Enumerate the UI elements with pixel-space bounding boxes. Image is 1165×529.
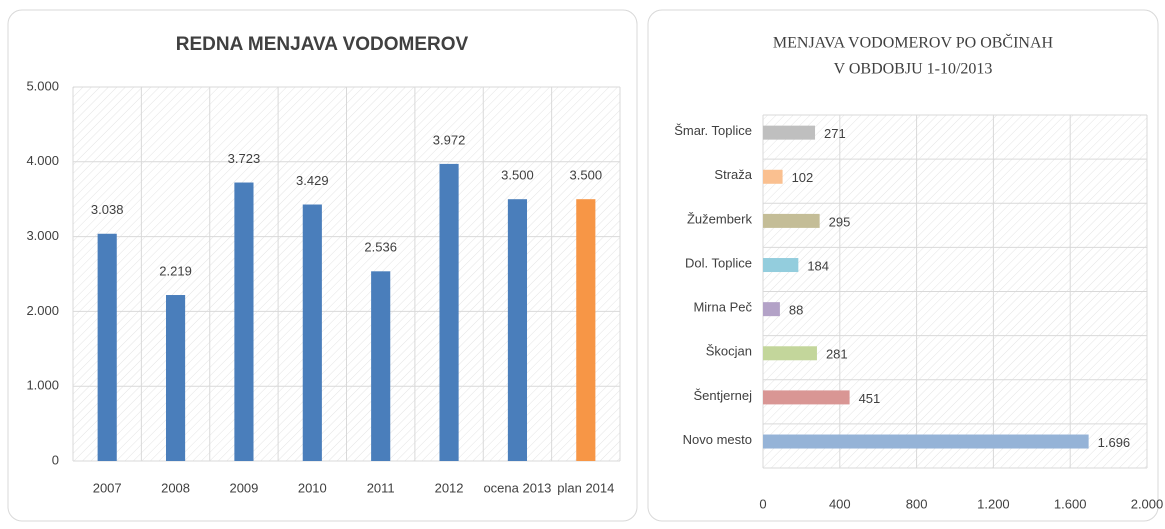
data-label: 3.723 [228, 151, 261, 166]
x-tick-label: 1.200 [977, 496, 1010, 511]
y-tick-label: 3.000 [26, 228, 59, 243]
y-tick-label: Dol. Toplice [685, 255, 752, 270]
y-tick-label: Šmar. Toplice [674, 123, 752, 138]
bar [371, 271, 391, 461]
x-tick-label: 800 [906, 496, 928, 511]
y-tick-label: Novo mesto [683, 432, 752, 447]
data-label: 3.038 [91, 202, 124, 217]
chart-title: V OBDOBJU 1-10/2013 [834, 61, 993, 78]
bar [234, 182, 254, 461]
y-tick-label: 4.000 [26, 153, 59, 168]
y-tick-label: 2.000 [26, 303, 59, 318]
x-tick-label: 1.600 [1054, 496, 1087, 511]
x-tick-label: 2.000 [1131, 496, 1164, 511]
x-tick-label: 2011 [367, 480, 395, 495]
bar [97, 233, 117, 461]
x-tick-label: 400 [829, 496, 851, 511]
data-label: 2.536 [364, 240, 397, 255]
bar [507, 199, 528, 461]
chart-title: MENJAVA VODOMEROV PO OBČINAH [773, 33, 1054, 52]
data-label: 3.500 [570, 168, 603, 183]
y-tick-label: 5.000 [26, 78, 59, 93]
y-tick-label: Mirna Peč [693, 300, 752, 315]
bar [763, 125, 816, 140]
data-label: 1.696 [1098, 435, 1131, 450]
bar [763, 434, 1089, 449]
bar [302, 204, 322, 461]
chart-title: REDNA MENJAVA VODOMEROV [176, 34, 469, 55]
x-tick-label: 2007 [93, 480, 122, 495]
data-label: 2.219 [159, 263, 192, 278]
x-tick-label: 2010 [298, 480, 327, 495]
data-label: 184 [807, 258, 829, 273]
data-label: 271 [824, 126, 846, 141]
bar [576, 199, 596, 461]
data-label: 88 [789, 303, 803, 318]
x-tick-label: 0 [759, 496, 766, 511]
x-tick-label: 2012 [435, 480, 464, 495]
x-tick-label: plan 2014 [557, 480, 614, 495]
y-tick-label: Šentjernej [693, 388, 752, 403]
bar [763, 258, 799, 273]
bar [763, 213, 820, 228]
bar [165, 295, 186, 461]
data-label: 102 [792, 170, 814, 185]
bar [763, 302, 780, 317]
y-tick-label: 1.000 [26, 378, 59, 393]
data-label: 451 [859, 391, 881, 406]
y-tick-label: 0 [52, 452, 59, 467]
x-tick-label: ocena 2013 [483, 480, 551, 495]
y-tick-label: Žužemberk [687, 211, 753, 226]
x-tick-label: 2009 [229, 480, 258, 495]
data-label: 281 [826, 347, 848, 362]
bar [763, 390, 850, 405]
y-tick-label: Škocjan [706, 344, 752, 359]
x-tick-label: 2008 [161, 480, 190, 495]
bar [439, 163, 459, 461]
bar [763, 346, 817, 361]
data-label: 3.972 [433, 132, 466, 147]
y-tick-label: Straža [714, 167, 752, 182]
data-label: 3.500 [501, 168, 534, 183]
bar [763, 169, 783, 184]
data-label: 295 [829, 214, 851, 229]
data-label: 3.429 [296, 173, 329, 188]
